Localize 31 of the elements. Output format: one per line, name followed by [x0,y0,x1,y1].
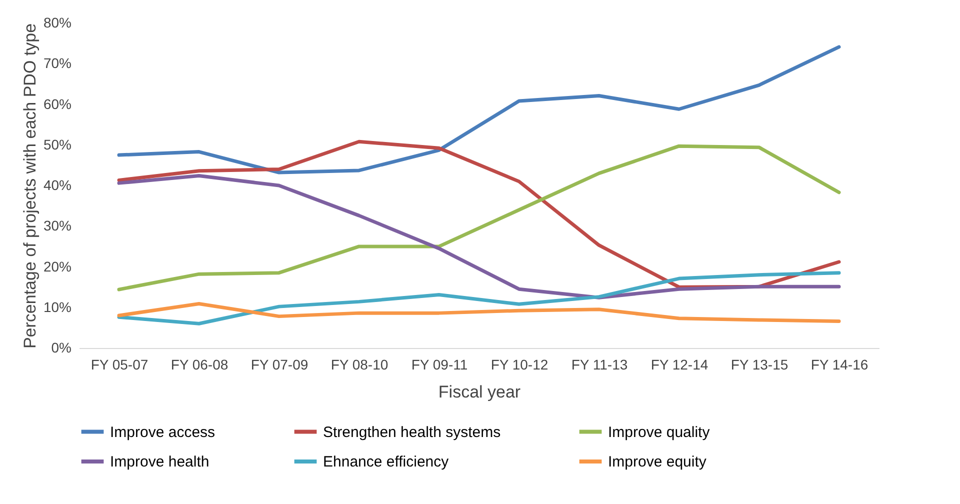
legend-label: Strengthen health systems [323,424,501,441]
y-tick-label: 10% [43,298,72,315]
y-tick-label: 80% [43,14,72,30]
y-tick-label: 20% [43,258,72,274]
line-series [117,302,841,323]
x-tick-label: FY 12-14 [650,356,708,372]
legend-label: Improve equity [608,454,707,470]
y-tick-label: 40% [43,177,72,193]
x-tick-label: FY 07-09 [250,356,308,372]
x-tick-label: FY 13-15 [730,356,788,372]
y-axis-title: Percentage of projects with each PDO type [20,23,40,349]
line-series [117,45,841,174]
legend-label: Ehnance efficiency [323,454,450,470]
x-tick-label: FY 06-08 [170,356,228,372]
y-tick-label: 60% [43,96,72,112]
y-tick-label: 0% [51,340,72,356]
x-tick-label: FY 11-13 [571,356,628,372]
x-axis-title: Fiscal year [438,382,521,402]
x-tick-label: FY 05-07 [90,356,148,372]
y-tick-label: 50% [43,136,72,152]
x-tick-label: FY 08-10 [330,356,388,372]
legend-label: Improve health [110,454,210,470]
legend-label: Improve quality [608,424,710,441]
line-series [117,271,841,326]
x-tick-label: FY 09-11 [411,356,468,372]
x-tick-label: FY 14-16 [810,356,868,372]
line-series [117,174,841,300]
legend-label: Improve access [110,424,216,441]
x-tick-label: FY 10-12 [490,356,548,372]
y-tick-label: 70% [43,55,72,72]
y-tick-label: 30% [43,218,72,234]
